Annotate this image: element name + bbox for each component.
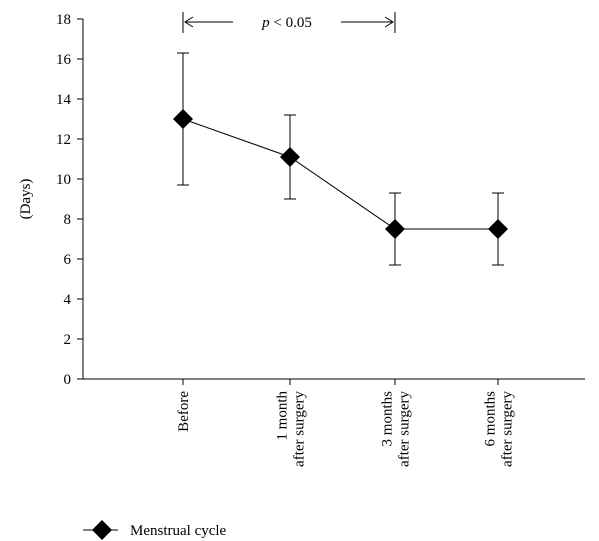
x-category-line: 6 months xyxy=(483,391,499,447)
annotation-left-arrowhead xyxy=(184,16,194,28)
series-line xyxy=(182,118,498,230)
significance-annotation: p < 0.05 xyxy=(182,12,396,33)
data-point-diamond xyxy=(173,109,193,129)
x-category-label: 6 months after surgery xyxy=(483,391,516,467)
x-category-label: 3 months after surgery xyxy=(380,391,413,467)
data-point-diamond xyxy=(280,147,300,167)
y-tick-label: 4 xyxy=(64,292,72,308)
annotation-p-symbol: p xyxy=(261,15,270,31)
y-tick-label: 8 xyxy=(64,212,72,228)
x-category-label: Before xyxy=(176,391,192,432)
legend-marker-diamond xyxy=(92,520,112,540)
axes xyxy=(82,19,585,380)
data-point-diamond xyxy=(488,219,508,239)
annotation-text: p < 0.05 xyxy=(261,15,312,31)
legend-label: Menstrual cycle xyxy=(130,523,227,539)
y-tick-label: 12 xyxy=(56,132,71,148)
y-tick-label: 2 xyxy=(64,332,72,348)
legend: Menstrual cycle xyxy=(83,520,227,540)
y-tick-label: 0 xyxy=(64,372,72,388)
y-ticks: 0 2 4 6 8 10 12 14 16 18 (Days) xyxy=(18,12,83,388)
y-tick-label: 18 xyxy=(56,12,71,28)
x-categories: Before 1 month after surgery 3 months after … xyxy=(176,379,516,467)
x-category-line: Before xyxy=(176,391,192,432)
annotation-right-arrowhead xyxy=(384,16,394,28)
x-category-line: 1 month xyxy=(275,391,291,441)
x-category-line: after surgery xyxy=(397,391,413,467)
x-category-line: 3 months xyxy=(380,391,396,447)
x-category-label: 1 month after surgery xyxy=(275,391,308,467)
y-tick-label: 6 xyxy=(64,252,72,268)
x-category-line: after surgery xyxy=(500,391,516,467)
y-axis-title: (Days) xyxy=(18,179,34,220)
annotation-threshold: < 0.05 xyxy=(270,15,312,31)
y-tick-label: 10 xyxy=(56,172,71,188)
x-category-line: after surgery xyxy=(292,391,308,467)
data-point-diamond xyxy=(385,219,405,239)
series-menstrual-cycle xyxy=(173,52,508,266)
y-tick-label: 16 xyxy=(56,52,72,68)
y-tick-label: 14 xyxy=(56,92,72,108)
